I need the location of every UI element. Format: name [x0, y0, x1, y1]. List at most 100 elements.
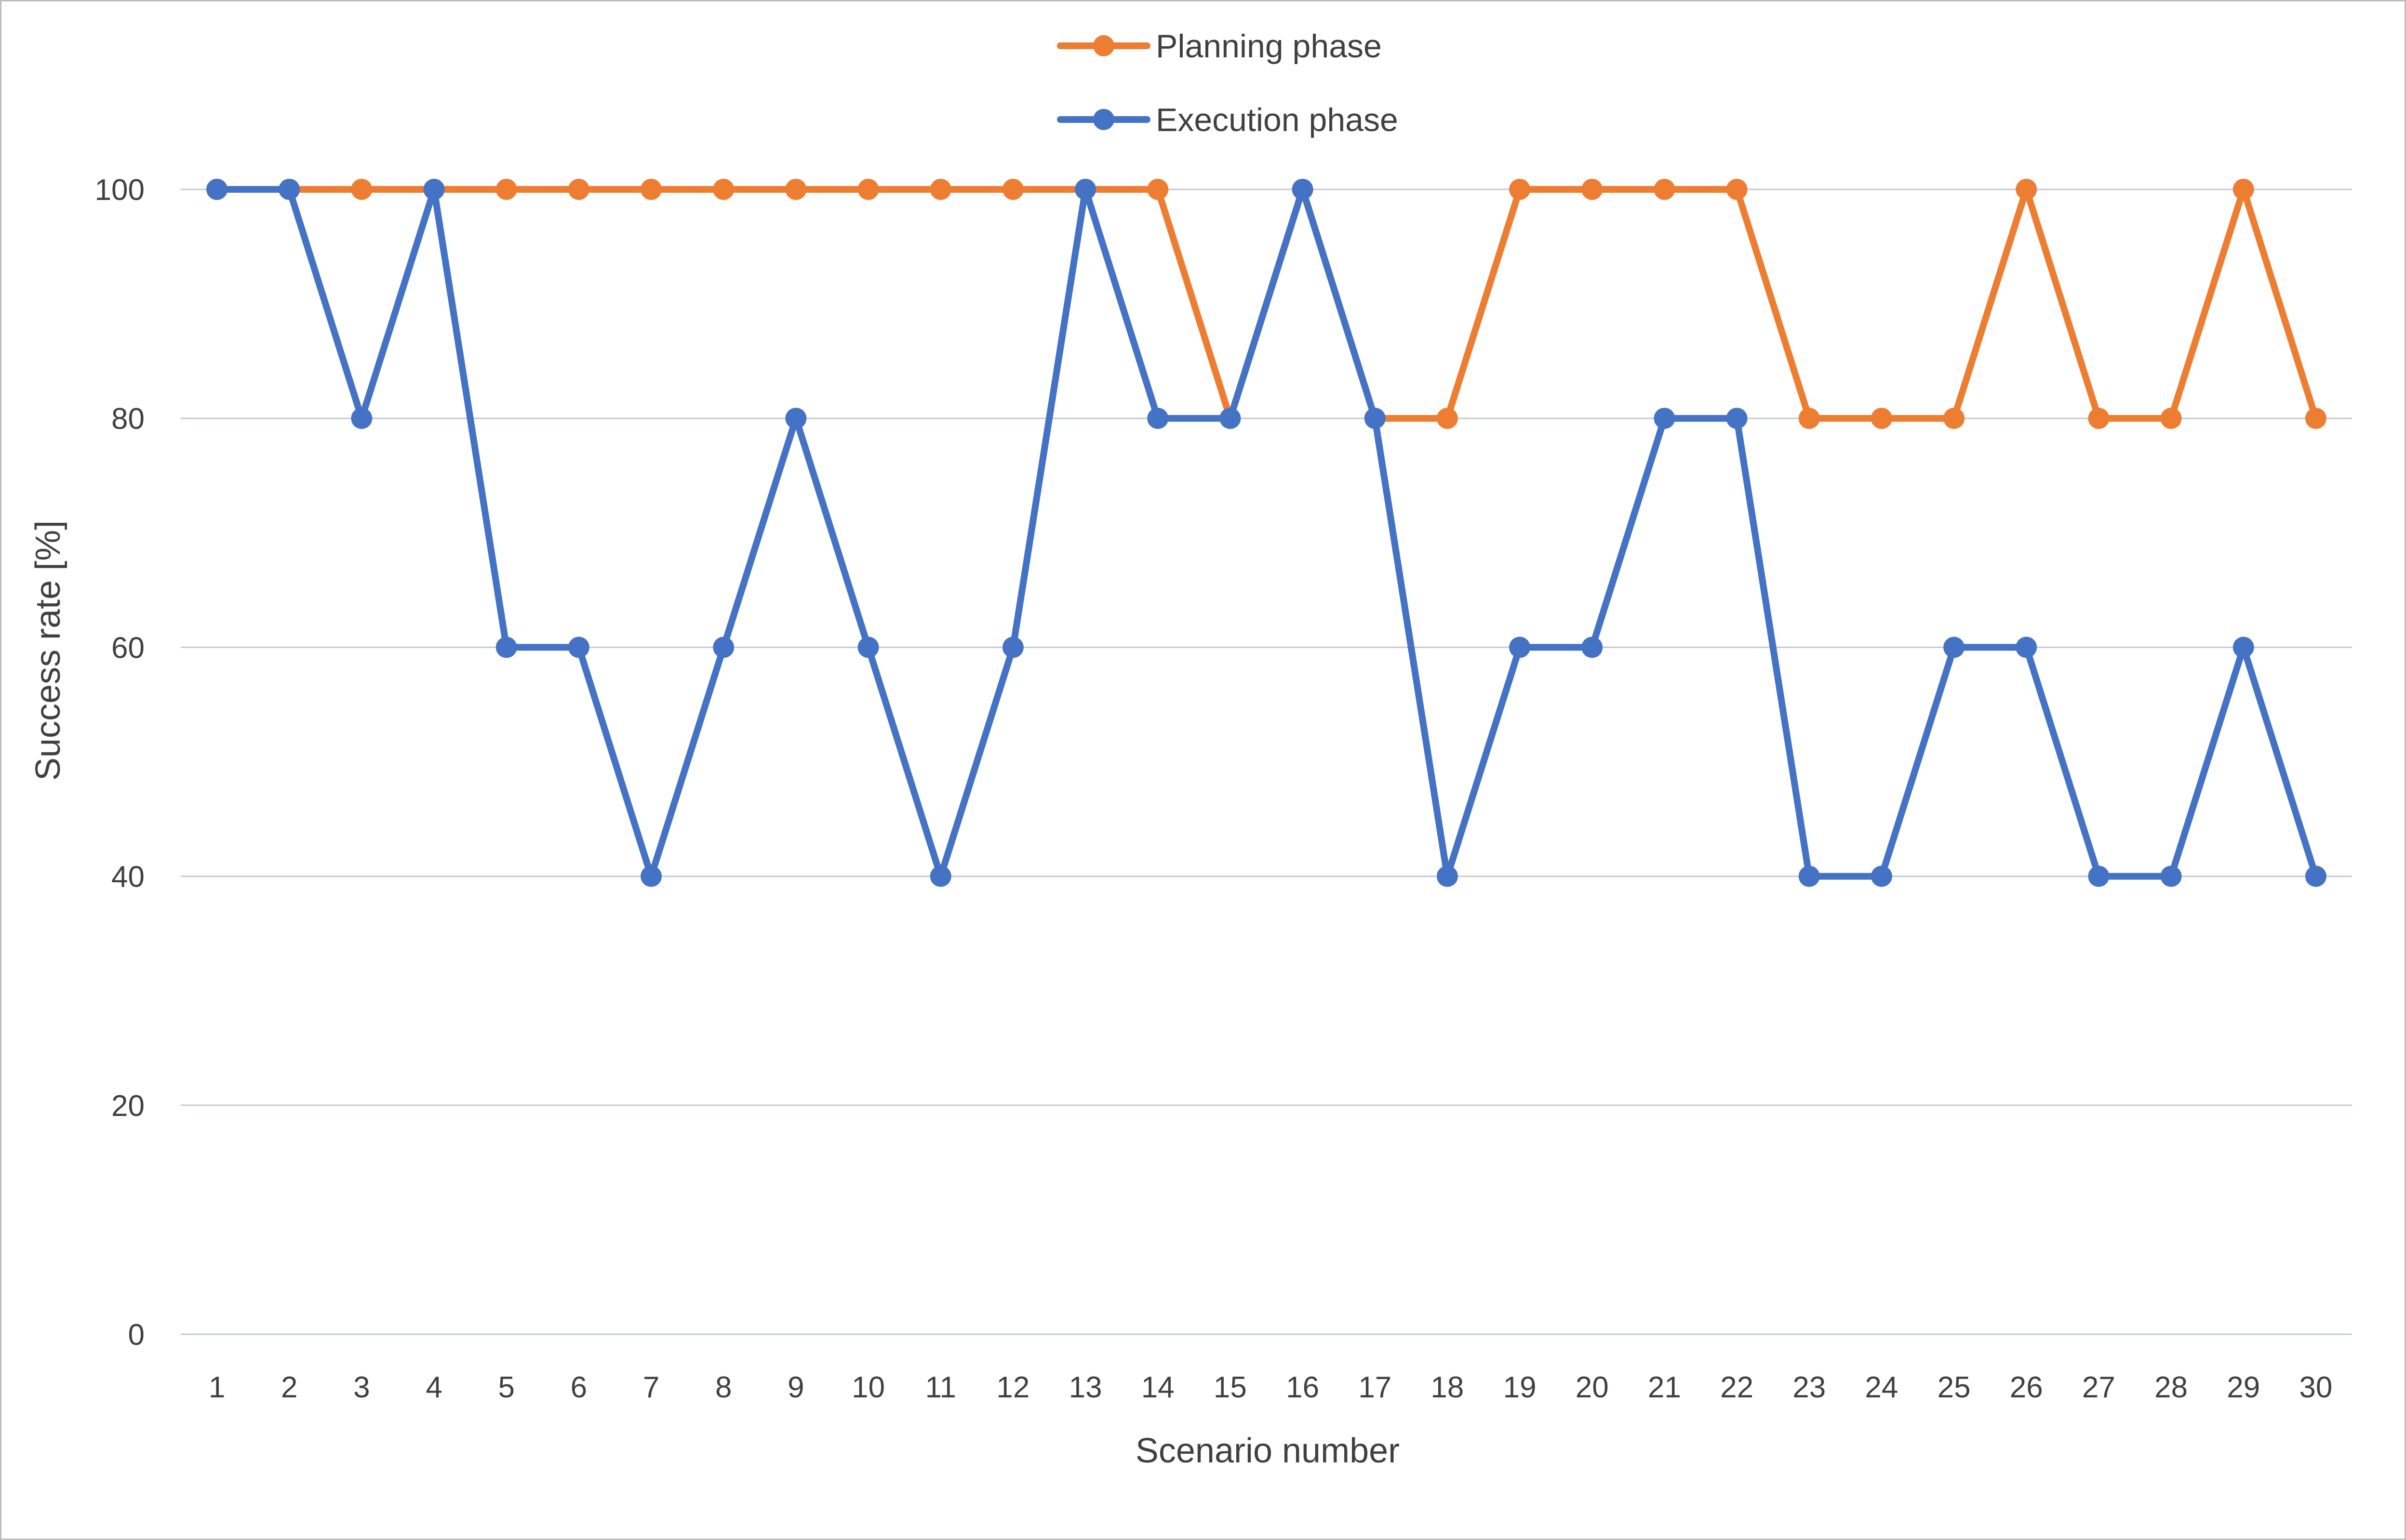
x-tick-label: 5 [498, 1371, 515, 1404]
data-point-execution-phase [1581, 637, 1603, 658]
x-tick-label: 17 [1358, 1371, 1391, 1404]
data-point-planning-phase [568, 179, 589, 200]
data-point-execution-phase [1509, 637, 1531, 658]
x-tick-label: 23 [1792, 1371, 1826, 1404]
y-axis-title: Success rate [%] [29, 520, 67, 781]
y-axis-ticks: 0 20 40 60 80 100 [95, 173, 145, 1352]
x-tick-label: 10 [852, 1371, 885, 1404]
data-point-execution-phase [785, 408, 807, 429]
x-tick-label: 25 [1938, 1371, 1971, 1404]
legend-label: Planning phase [1156, 28, 1382, 65]
x-axis-ticks: 1 2 3 4 5 6 7 8 9 10 11 12 13 14 15 16 17 18 19 20 21 22 23 24 2… [209, 1371, 2333, 1404]
data-point-execution-phase [1871, 865, 1892, 887]
data-point-execution-phase [2305, 865, 2326, 887]
x-tick-label: 14 [1141, 1371, 1175, 1404]
x-tick-label: 8 [715, 1371, 732, 1404]
data-point-execution-phase [1798, 865, 1820, 887]
y-tick-label: 100 [95, 173, 145, 207]
legend-swatch-marker [1093, 109, 1114, 130]
data-point-planning-phase [495, 179, 517, 200]
data-point-execution-phase [495, 637, 517, 658]
data-point-execution-phase [2088, 865, 2110, 887]
x-tick-label: 26 [2010, 1371, 2043, 1404]
data-point-execution-phase [1943, 637, 1965, 658]
data-point-execution-phase [1654, 408, 1675, 429]
data-point-execution-phase [279, 179, 300, 200]
series-execution-phase [206, 179, 2326, 887]
x-tick-label: 20 [1576, 1371, 1609, 1404]
data-point-execution-phase [1436, 865, 1458, 887]
x-tick-label: 16 [1286, 1371, 1319, 1404]
x-tick-label: 18 [1430, 1371, 1464, 1404]
data-point-execution-phase [2232, 637, 2254, 658]
x-tick-label: 22 [1720, 1371, 1753, 1404]
data-point-planning-phase [1654, 179, 1675, 200]
legend: Planning phase Execution phase [1057, 28, 1398, 138]
y-tick-label: 60 [111, 631, 145, 664]
data-point-planning-phase [2232, 179, 2254, 200]
data-point-planning-phase [2160, 408, 2182, 429]
data-point-planning-phase [1509, 179, 1531, 200]
data-point-planning-phase [1581, 179, 1603, 200]
data-point-execution-phase [1364, 408, 1386, 429]
y-tick-label: 80 [111, 402, 145, 436]
data-point-execution-phase [2016, 637, 2037, 658]
data-point-execution-phase [1219, 408, 1241, 429]
data-point-planning-phase [1002, 179, 1024, 200]
data-point-planning-phase [1147, 179, 1169, 200]
x-axis-title: Scenario number [1136, 1432, 1400, 1470]
data-point-planning-phase [1726, 179, 1748, 200]
x-tick-label: 3 [353, 1371, 370, 1404]
data-point-execution-phase [857, 637, 879, 658]
x-tick-label: 9 [788, 1371, 804, 1404]
data-point-execution-phase [2160, 865, 2182, 887]
x-tick-label: 27 [2082, 1371, 2115, 1404]
x-tick-label: 21 [1648, 1371, 1681, 1404]
x-tick-label: 28 [2154, 1371, 2188, 1404]
data-point-planning-phase [785, 179, 807, 200]
data-point-execution-phase [351, 408, 373, 429]
x-tick-label: 13 [1069, 1371, 1102, 1404]
data-point-planning-phase [351, 179, 373, 200]
legend-item-planning-phase: Planning phase [1057, 28, 1382, 65]
data-point-planning-phase [641, 179, 662, 200]
data-point-execution-phase [1726, 408, 1748, 429]
series-layer [206, 179, 2326, 887]
x-tick-label: 15 [1214, 1371, 1247, 1404]
data-point-planning-phase [2016, 179, 2037, 200]
legend-label: Execution phase [1156, 102, 1398, 138]
legend-swatch-marker [1093, 35, 1114, 56]
data-point-planning-phase [1871, 408, 1892, 429]
x-tick-label: 4 [426, 1371, 442, 1404]
data-point-planning-phase [713, 179, 735, 200]
data-point-execution-phase [930, 865, 951, 887]
data-point-execution-phase [568, 637, 589, 658]
y-tick-label: 0 [128, 1318, 145, 1352]
x-tick-label: 2 [281, 1371, 297, 1404]
data-point-planning-phase [857, 179, 879, 200]
data-point-execution-phase [206, 179, 228, 200]
data-point-execution-phase [1075, 179, 1096, 200]
data-point-execution-phase [1002, 637, 1024, 658]
x-tick-label: 29 [2227, 1371, 2260, 1404]
data-point-execution-phase [1292, 179, 1313, 200]
data-point-planning-phase [2088, 408, 2110, 429]
x-tick-label: 19 [1503, 1371, 1537, 1404]
y-tick-label: 40 [111, 861, 145, 894]
data-point-planning-phase [2305, 408, 2326, 429]
x-tick-label: 12 [996, 1371, 1029, 1404]
x-tick-label: 7 [643, 1371, 659, 1404]
data-point-execution-phase [713, 637, 735, 658]
data-point-planning-phase [1798, 408, 1820, 429]
data-point-planning-phase [930, 179, 951, 200]
y-tick-label: 20 [111, 1089, 145, 1123]
series-line-execution-phase [214, 186, 2319, 880]
data-point-execution-phase [641, 865, 662, 887]
x-tick-label: 24 [1865, 1371, 1898, 1404]
x-tick-label: 1 [209, 1371, 225, 1404]
data-point-execution-phase [1147, 408, 1169, 429]
x-tick-label: 6 [571, 1371, 587, 1404]
